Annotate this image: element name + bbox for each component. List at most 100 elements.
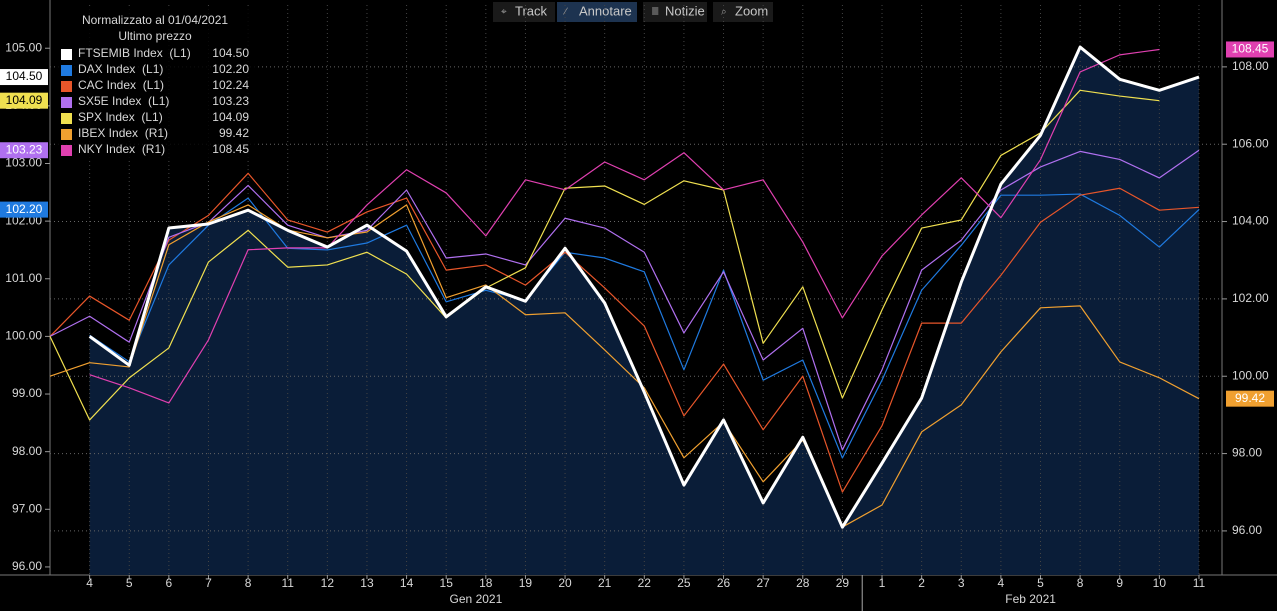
value-tag-label: 99.42: [1235, 391, 1265, 405]
legend-value: 99.42: [219, 126, 249, 140]
toolbar-icon: ≣: [651, 7, 659, 18]
line: [49, 172, 1200, 493]
x-group-label: Feb 2021: [1005, 592, 1056, 606]
y-tick-label: 99.00: [12, 386, 42, 400]
x-tick-label: 1: [879, 576, 886, 590]
x-tick-label: 29: [836, 576, 850, 590]
toolbar-label[interactable]: Track: [515, 3, 548, 18]
y2-tick-label: 106.00: [1232, 136, 1269, 150]
x-tick-label: 4: [998, 576, 1005, 590]
x-tick-label: 11: [1193, 576, 1206, 590]
legend-label: DAX Index (L1): [78, 62, 163, 76]
value-tag-label: 103.23: [6, 142, 43, 156]
y-tick-label: 98.00: [12, 444, 42, 458]
legend-swatch: [61, 81, 72, 92]
value-tag: [0, 69, 48, 86]
x-tick-label: 26: [717, 576, 731, 590]
legend-swatch: [61, 65, 72, 76]
legend-swatch: [61, 49, 72, 60]
legend-label: IBEX Index (R1): [78, 126, 168, 140]
y2-tick-label: 98.00: [1232, 446, 1262, 460]
x-tick-label: 8: [1077, 576, 1084, 590]
legend-subtitle: Ultimo prezzo: [118, 29, 192, 43]
toolbar-icon: ⌖: [501, 7, 507, 18]
toolbar-label[interactable]: Annotare: [579, 3, 632, 18]
line: [49, 204, 1200, 528]
legend-value: 108.45: [212, 142, 249, 156]
y2-tick-label: 96.00: [1232, 523, 1262, 537]
legend-value: 103.23: [212, 94, 249, 108]
x-group-label: Gen 2021: [450, 592, 503, 606]
y-tick-label: 105.00: [5, 40, 42, 54]
y2-tick-label: 104.00: [1232, 214, 1269, 228]
toolbar-button[interactable]: [713, 2, 773, 22]
y-tick-label: 96.00: [12, 559, 42, 573]
y2-tick-label: 108.00: [1232, 59, 1269, 73]
toolbar-icon: ⌕: [721, 7, 727, 18]
toolbar: ⌖ Track ∕ Annotare ≣ Notizie ⌕ Zoom: [493, 2, 773, 22]
x-tick-label: 18: [479, 576, 493, 590]
toolbar-label[interactable]: Notizie: [665, 3, 705, 18]
line: [88, 45, 1200, 529]
toolbar-label[interactable]: Zoom: [735, 3, 768, 18]
value-tag-label: 104.50: [6, 69, 43, 83]
legend-box: [55, 9, 255, 161]
value-tag: [1226, 390, 1274, 407]
x-tick-label: 12: [321, 576, 335, 590]
x-tick-label: 25: [677, 576, 691, 590]
legend-title: Normalizzato al 01/04/2021: [82, 13, 228, 27]
value-tag: [0, 142, 48, 159]
x-tick-label: 15: [440, 576, 454, 590]
x-tick-label: 27: [756, 576, 770, 590]
y2-tick-label: 100.00: [1232, 368, 1269, 382]
legend-value: 102.24: [212, 78, 249, 92]
legend-label: SX5E Index (L1): [78, 94, 169, 108]
line: [49, 89, 1160, 421]
x-tick-label: 9: [1116, 576, 1123, 590]
x-tick-label: 20: [558, 576, 572, 590]
legend-swatch: [61, 113, 72, 124]
value-tag: [0, 92, 48, 109]
line: [89, 48, 1160, 404]
legend-value: 104.50: [212, 46, 249, 60]
x-tick-label: 5: [1037, 576, 1044, 590]
line: [49, 149, 1200, 451]
legend-swatch: [61, 145, 72, 156]
legend-value: 104.09: [212, 110, 249, 124]
x-tick-label: 22: [638, 576, 652, 590]
x-tick-label: 4: [86, 576, 93, 590]
toolbar-button[interactable]: [643, 2, 707, 22]
legend-value: 102.20: [212, 62, 249, 76]
legend: Normalizzato al 01/04/2021 Ultimo prezzo F…: [55, 9, 255, 161]
value-tag: [0, 201, 48, 218]
legend-label: SPX Index (L1): [78, 110, 163, 124]
legend-swatch: [61, 97, 72, 108]
toolbar-button[interactable]: [493, 2, 555, 22]
value-tag-label: 104.09: [6, 93, 43, 107]
x-tick-label: 14: [400, 576, 414, 590]
x-tick-label: 2: [918, 576, 925, 590]
value-tag-label: 102.20: [6, 202, 43, 216]
line: [89, 193, 1200, 459]
value-tag: [1226, 41, 1274, 58]
x-tick-label: 8: [245, 576, 252, 590]
x-tick-label: 13: [360, 576, 374, 590]
legend-label: CAC Index (L1): [78, 78, 164, 92]
value-tag-label: 108.45: [1232, 42, 1269, 56]
legend-swatch: [61, 129, 72, 140]
toolbar-button[interactable]: [557, 2, 637, 22]
x-tick-label: 10: [1153, 576, 1167, 590]
toolbar-icon: ∕: [562, 7, 568, 18]
y-tick-label: 100.00: [5, 329, 42, 343]
x-tick-label: 21: [598, 576, 612, 590]
x-tick-label: 11: [281, 576, 294, 590]
x-tick-label: 3: [958, 576, 965, 590]
area: [89, 47, 1199, 575]
legend-label: FTSEMIB Index (L1): [78, 46, 191, 60]
y-tick-label: 103.00: [5, 156, 42, 170]
y2-tick-label: 102.00: [1232, 291, 1269, 305]
x-tick-label: 6: [166, 576, 173, 590]
